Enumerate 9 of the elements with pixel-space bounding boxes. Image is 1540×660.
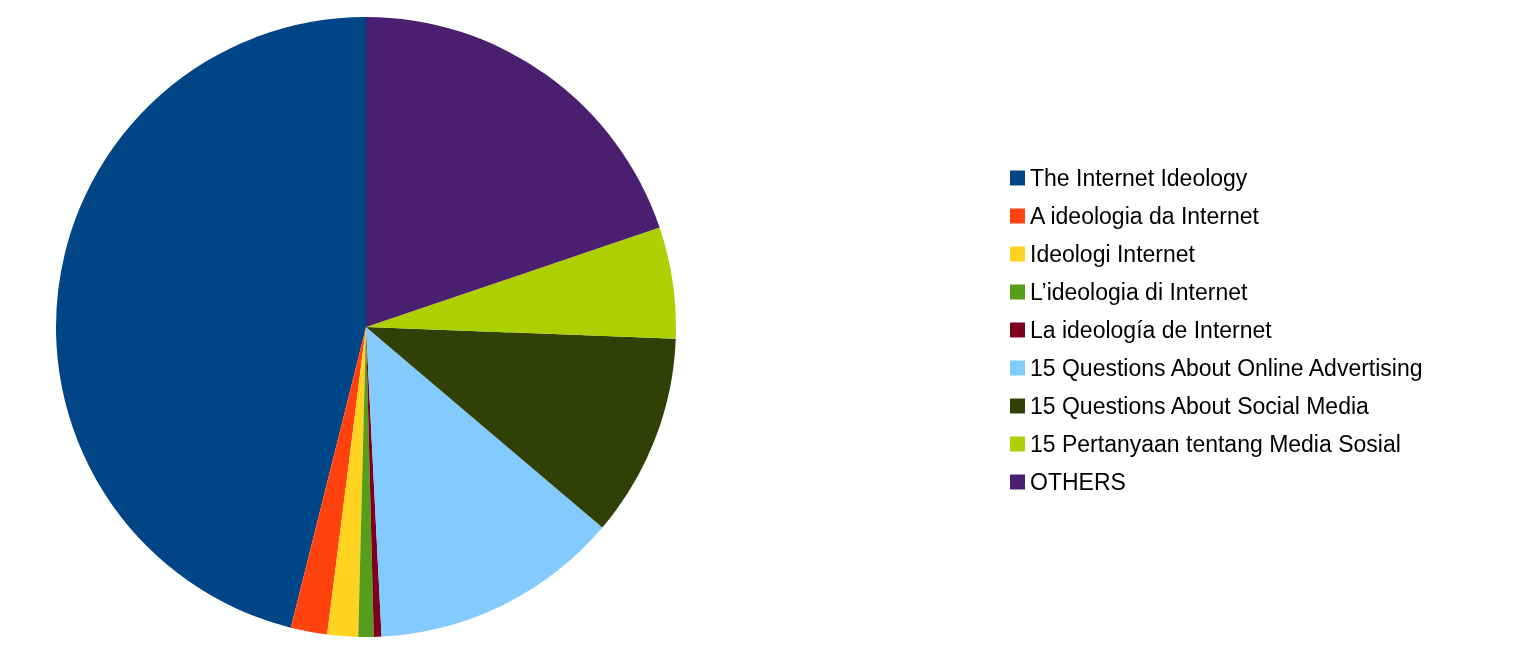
legend-label: L’ideologia di Internet	[1030, 279, 1248, 305]
legend-label: A ideologia da Internet	[1030, 203, 1260, 229]
legend-label: Ideologi Internet	[1030, 241, 1196, 267]
legend-label: The Internet Ideology	[1030, 165, 1248, 191]
legend-label: OTHERS	[1030, 469, 1126, 495]
legend-label: 15 Pertanyaan tentang Media Sosial	[1030, 431, 1401, 457]
legend-label: 15 Questions About Social Media	[1030, 393, 1370, 419]
legend-label: 15 Questions About Online Advertising	[1030, 355, 1423, 381]
legend-label: La ideología de Internet	[1030, 317, 1273, 343]
